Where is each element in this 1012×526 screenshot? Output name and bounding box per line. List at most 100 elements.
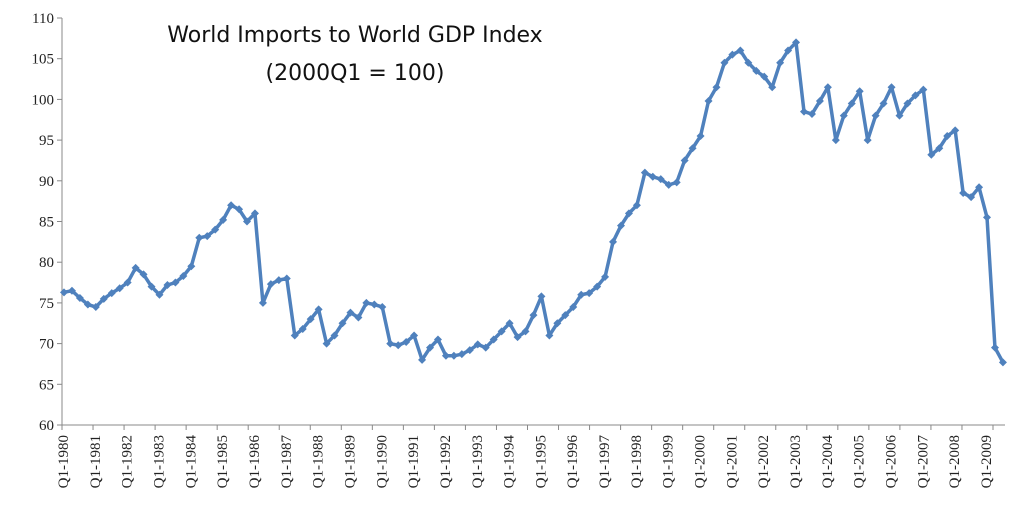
data-point-marker [75,294,84,303]
data-point-marker [911,91,920,100]
data-point-marker [656,175,665,184]
data-point-marker [433,335,442,344]
y-tick-label: 65 [39,377,54,393]
data-point-marker [394,341,403,350]
x-tick-label: Q1-1995 [533,435,549,488]
data-point-marker [426,343,435,352]
data-point-marker [521,327,530,336]
x-tick-label: Q1-1983 [151,435,167,488]
data-point-marker [927,150,936,159]
data-point-marker [211,225,220,234]
data-point-marker [378,302,387,311]
data-point-marker [688,144,697,153]
x-tick-label: Q1-2001 [724,435,740,488]
data-point-marker [998,358,1007,367]
data-point-marker [402,337,411,346]
x-tick-label: Q1-1996 [565,435,581,489]
data-point-marker [839,111,848,120]
data-point-marker [632,201,641,210]
data-point-marker [983,213,992,222]
y-tick-label: 85 [39,215,54,231]
data-point-marker [290,331,299,340]
y-tick-label: 90 [39,174,54,190]
data-point-marker [139,270,148,279]
data-point-marker [855,87,864,96]
data-point-marker [338,319,347,328]
data-point-marker [354,313,363,322]
y-tick-label: 110 [32,11,54,27]
data-point-marker [569,302,578,311]
series-group [60,38,1007,367]
data-point-marker [967,193,976,202]
data-point-marker [792,38,801,47]
data-point-marker [680,156,689,165]
data-point-marker [298,324,307,333]
data-point-marker [728,50,737,59]
x-tick-label: Q1-1997 [597,435,613,489]
data-point-marker [147,282,156,291]
data-point-marker [187,262,196,271]
data-point-marker [67,286,76,295]
data-point-marker [919,85,928,94]
x-tick-label: Q1-1999 [661,435,677,488]
data-point-marker [195,233,204,242]
data-point-marker [155,290,164,299]
chart-title-line1: World Imports to World GDP Index [167,23,542,48]
data-point-marker [473,340,482,349]
x-ticks: Q1-1980 Q1-1981 Q1-1982 Q1-1983 Q1-1984 Q1-19… [56,425,995,488]
data-point-marker [744,58,753,67]
data-point-marker [887,83,896,92]
x-tick-label: Q1-2005 [852,435,868,488]
x-tick-label: Q1-2007 [915,435,931,489]
y-tick-label: 80 [39,255,54,271]
data-point-marker [250,209,259,218]
data-point-marker [441,351,450,360]
data-point-marker [815,97,824,106]
x-tick-label: Q1-1989 [342,435,358,488]
data-point-marker [370,300,379,309]
data-point-marker [465,346,474,355]
x-tick-label: Q1-1980 [56,435,72,488]
data-point-marker [863,136,872,145]
data-point-marker [131,263,140,272]
data-point-marker [951,126,960,135]
data-point-marker [704,97,713,106]
x-tick-label: Q1-2002 [756,435,772,488]
data-point-marker [322,339,331,348]
data-point-marker [219,215,228,224]
data-point-marker [776,58,785,67]
data-point-marker [807,110,816,119]
x-tick-label: Q1-2009 [979,435,995,488]
data-point-marker [243,217,252,226]
data-point-marker [481,343,490,352]
data-point-marker [760,72,769,81]
data-point-marker [990,343,999,352]
data-point-marker [664,180,673,189]
data-point-marker [362,298,371,307]
data-point-marker [179,272,188,281]
data-point-marker [784,46,793,55]
data-point-marker [831,136,840,145]
y-tick-label: 60 [39,418,54,434]
data-point-marker [752,66,761,75]
data-point-marker [107,289,116,298]
x-tick-label: Q1-1994 [502,435,518,489]
y-tick-label: 100 [32,92,55,108]
data-point-marker [903,99,912,108]
data-point-marker [537,292,546,301]
x-tick-label: Q1-1998 [629,435,645,488]
data-point-marker [672,178,681,187]
data-point-marker [847,99,856,108]
axes [61,18,1005,426]
x-tick-label: Q1-2003 [788,435,804,488]
data-point-marker [227,201,236,210]
y-tick-label: 70 [39,337,54,353]
data-point-marker [306,315,315,324]
x-tick-label: Q1-2004 [820,435,836,489]
x-tick-label: Q1-1992 [438,435,454,488]
data-point-marker [274,276,283,285]
data-point-marker [346,308,355,317]
data-point-marker [935,144,944,153]
data-point-marker [720,58,729,67]
